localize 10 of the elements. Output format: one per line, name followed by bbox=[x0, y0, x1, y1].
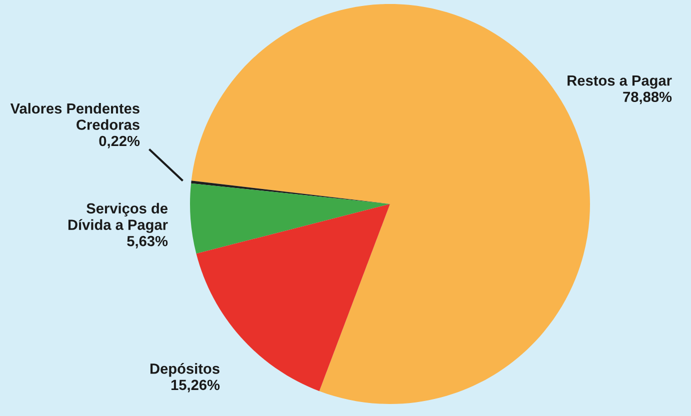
slice-label: Restos a Pagar bbox=[568, 76, 672, 89]
slice-label: Valores Pendentes Credoras bbox=[10, 102, 140, 130]
data-label: 15,26% bbox=[171, 380, 220, 392]
data-label: 5,63% bbox=[127, 236, 168, 248]
data-label: 0,22% bbox=[99, 136, 140, 148]
slice-label: Depósitos bbox=[150, 363, 220, 377]
slice-label: Serviços de Dívida a Pagar bbox=[68, 202, 168, 233]
data-label: 78,88% bbox=[623, 92, 672, 104]
pie-slice bbox=[191, 180, 390, 204]
pie-slice bbox=[190, 183, 390, 254]
